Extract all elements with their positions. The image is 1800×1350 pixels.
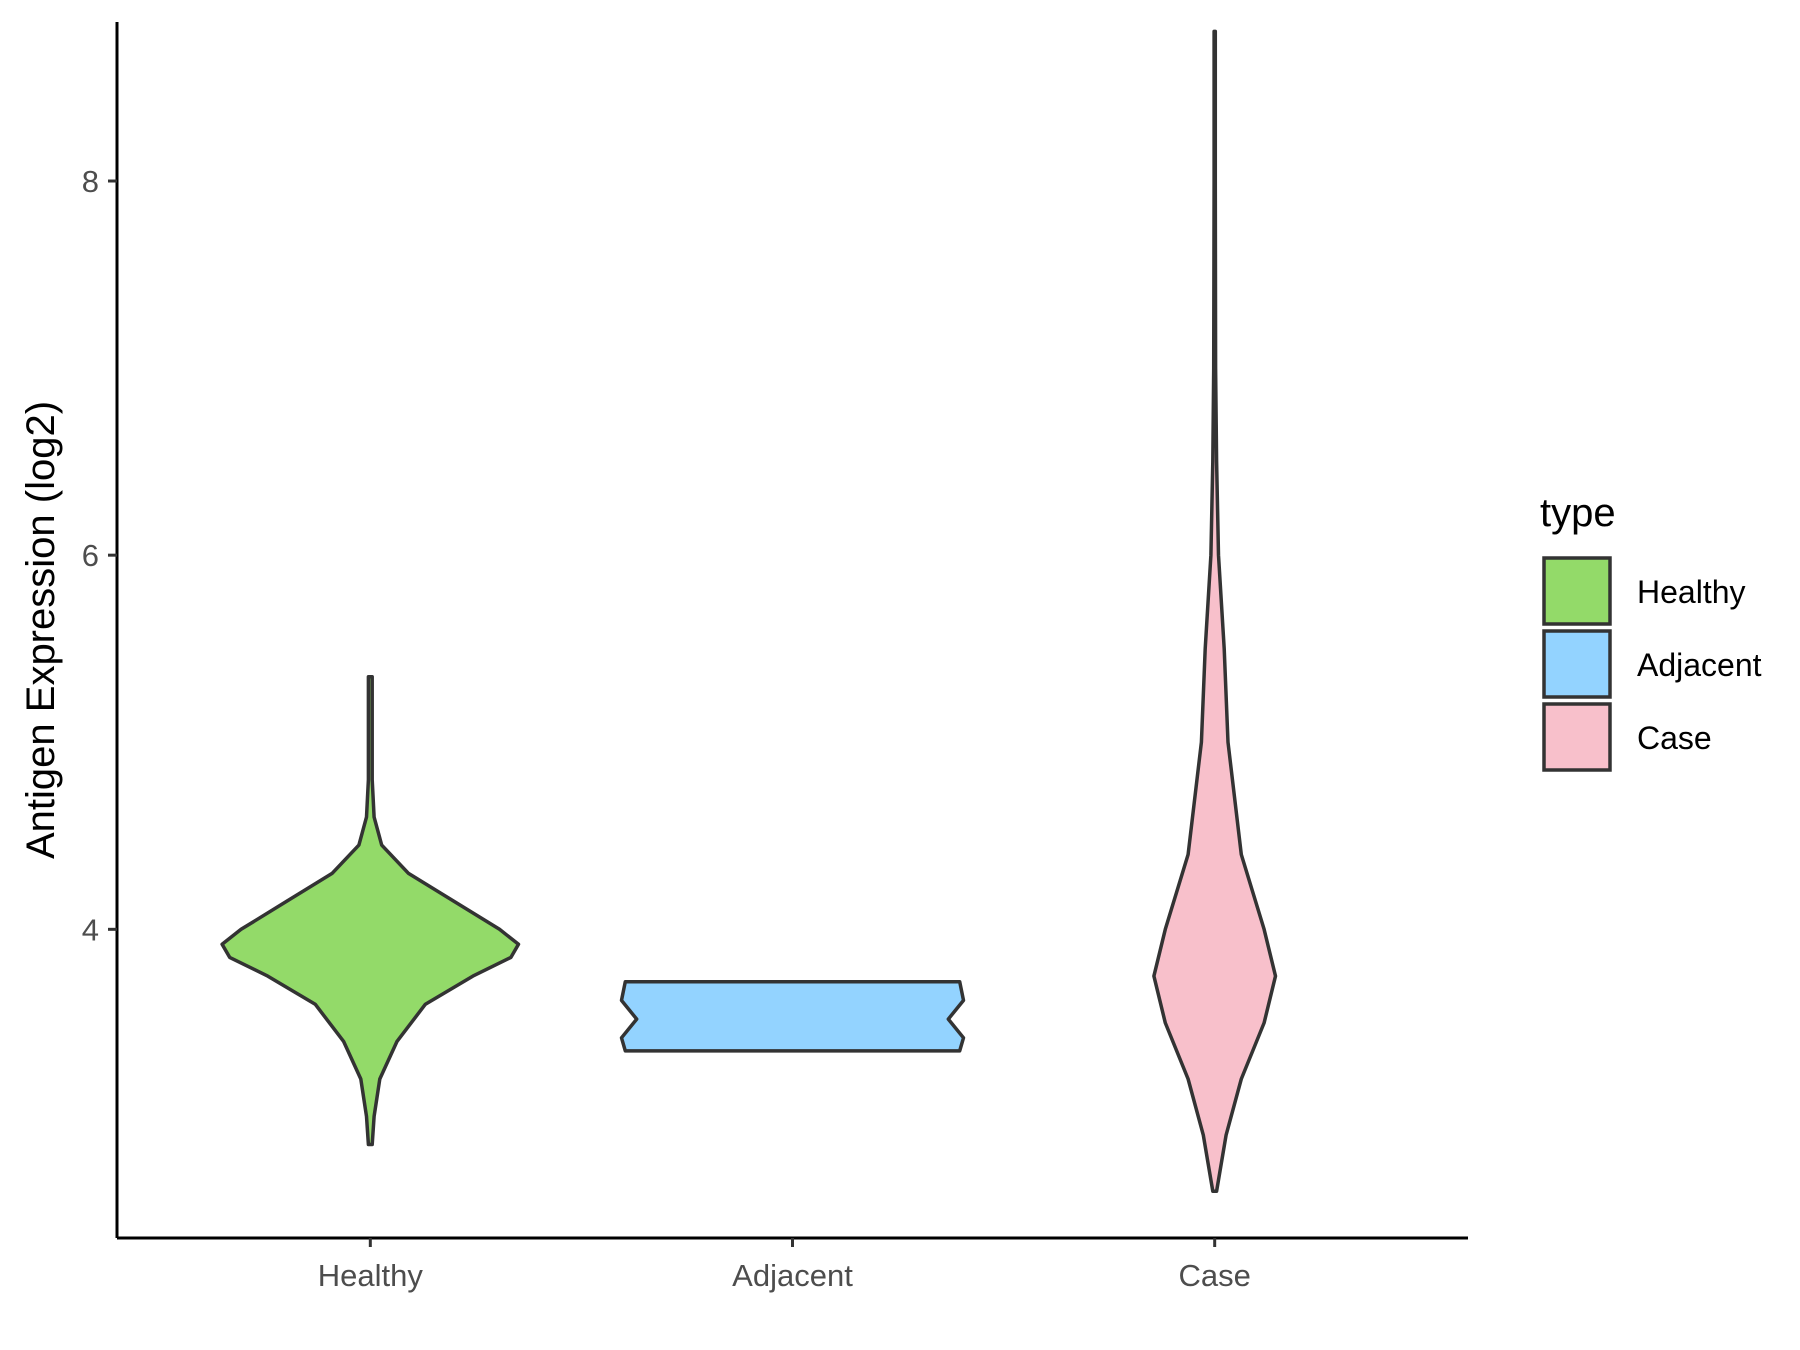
violin-layer: [220, 29, 1278, 1193]
x-tick-label: Adjacent: [732, 1258, 853, 1293]
legend-key-healthy: [1542, 556, 1612, 626]
legend-title: type: [1540, 491, 1616, 535]
legend-label-adjacent: Adjacent: [1637, 647, 1762, 683]
y-tick-label: 6: [82, 538, 99, 573]
legend: type Healthy Adjacent Case: [1540, 491, 1762, 772]
legend-label-case: Case: [1637, 720, 1712, 756]
violin-case: [1152, 29, 1278, 1193]
violin-adjacent: [619, 979, 966, 1053]
legend-key-case: [1542, 702, 1612, 772]
legend-key-adjacent: [1542, 629, 1612, 699]
y-ticks: 4 6 8: [82, 164, 117, 947]
violin-healthy: [220, 675, 521, 1147]
x-tick-label: Case: [1179, 1258, 1251, 1293]
y-axis-title: Antigen Expression (log2): [19, 401, 63, 859]
y-tick-label: 4: [82, 912, 99, 947]
y-tick-label: 8: [82, 164, 99, 199]
legend-label-healthy: Healthy: [1637, 574, 1746, 610]
x-ticks: Healthy Adjacent Case: [318, 1238, 1251, 1293]
x-tick-label: Healthy: [318, 1258, 424, 1293]
